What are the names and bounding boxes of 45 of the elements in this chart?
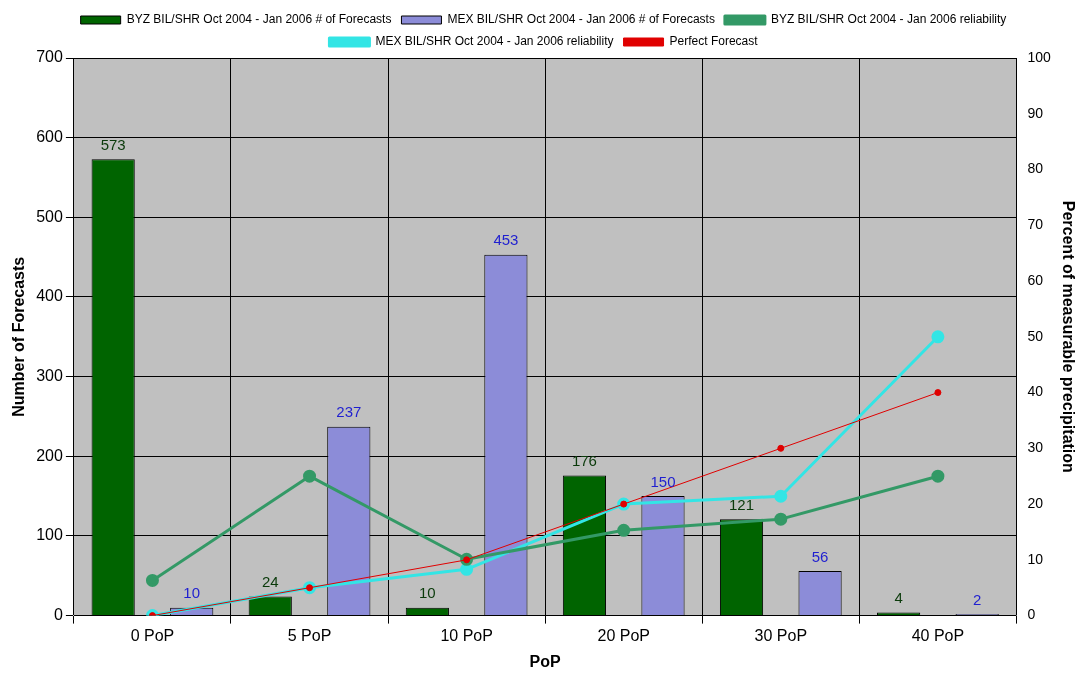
y-tick-label: 500 [36, 207, 63, 225]
x-tick-label: 30 PoP [754, 626, 808, 644]
data-label: 573 [100, 135, 126, 153]
y2-tick-label: 70 [1027, 216, 1044, 233]
y2-tick-label: 60 [1027, 271, 1044, 288]
x-tick-label: 0 PoP [130, 626, 175, 644]
x-tick-label: 5 PoP [287, 626, 332, 644]
data-label: 150 [650, 472, 676, 490]
y2-tick-label: 50 [1027, 327, 1044, 344]
y2-tick-label: 80 [1027, 160, 1044, 177]
x-tick-label: 10 PoP [440, 626, 493, 644]
data-label: 10 [183, 584, 201, 602]
y2-axis-title: Percent of measurable precipitation [1059, 200, 1077, 473]
data-label: 176 [571, 452, 597, 470]
y2-tick-label: 10 [1027, 550, 1044, 567]
y-tick-label: 600 [36, 128, 63, 146]
data-label: 121 [729, 495, 755, 513]
y-tick-label: 700 [36, 48, 63, 66]
y-tick-label: 300 [36, 367, 63, 385]
y2-tick-label: 40 [1027, 383, 1044, 400]
legend-label: MEX BIL/SHR Oct 2004 - Jan 2006 reliability [375, 34, 614, 49]
x-axis-title: PoP [529, 652, 562, 670]
y2-tick-label: 20 [1027, 494, 1044, 511]
legend-label: MEX BIL/SHR Oct 2004 - Jan 2006 # of Forecasts [447, 12, 715, 27]
legend-label: Perfect Forecast [669, 34, 759, 49]
y2-tick-label: 30 [1027, 439, 1044, 456]
data-label: 453 [493, 231, 519, 249]
data-label: 2 [973, 590, 982, 608]
data-label: 10 [419, 584, 436, 602]
x-tick-label: 40 PoP [911, 626, 965, 644]
legend-label: BYZ BIL/SHR Oct 2004 - Jan 2006 # of Forecasts [126, 12, 392, 27]
y-tick-label: 200 [36, 446, 63, 464]
y-tick-label: 400 [36, 287, 63, 305]
x-tick-label: 20 PoP [597, 626, 650, 644]
y-tick-label: 100 [36, 526, 63, 544]
legend-label: BYZ BIL/SHR Oct 2004 - Jan 2006 reliability [770, 12, 1007, 27]
y-tick-label: 0 [53, 606, 63, 624]
data-label: 237 [336, 403, 362, 421]
data-label: 4 [894, 589, 903, 607]
y-axis-title: Number of Forecasts [10, 256, 28, 417]
y2-tick-label: 90 [1027, 104, 1044, 121]
data-label: 24 [261, 573, 279, 591]
data-label: 56 [811, 547, 829, 565]
y2-tick-label: 0 [1027, 606, 1036, 623]
y2-tick-label: 100 [1027, 48, 1052, 65]
